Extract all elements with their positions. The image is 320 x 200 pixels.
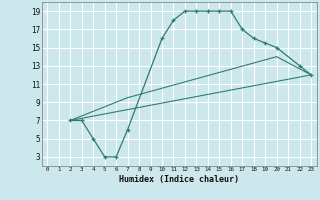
X-axis label: Humidex (Indice chaleur): Humidex (Indice chaleur) bbox=[119, 175, 239, 184]
